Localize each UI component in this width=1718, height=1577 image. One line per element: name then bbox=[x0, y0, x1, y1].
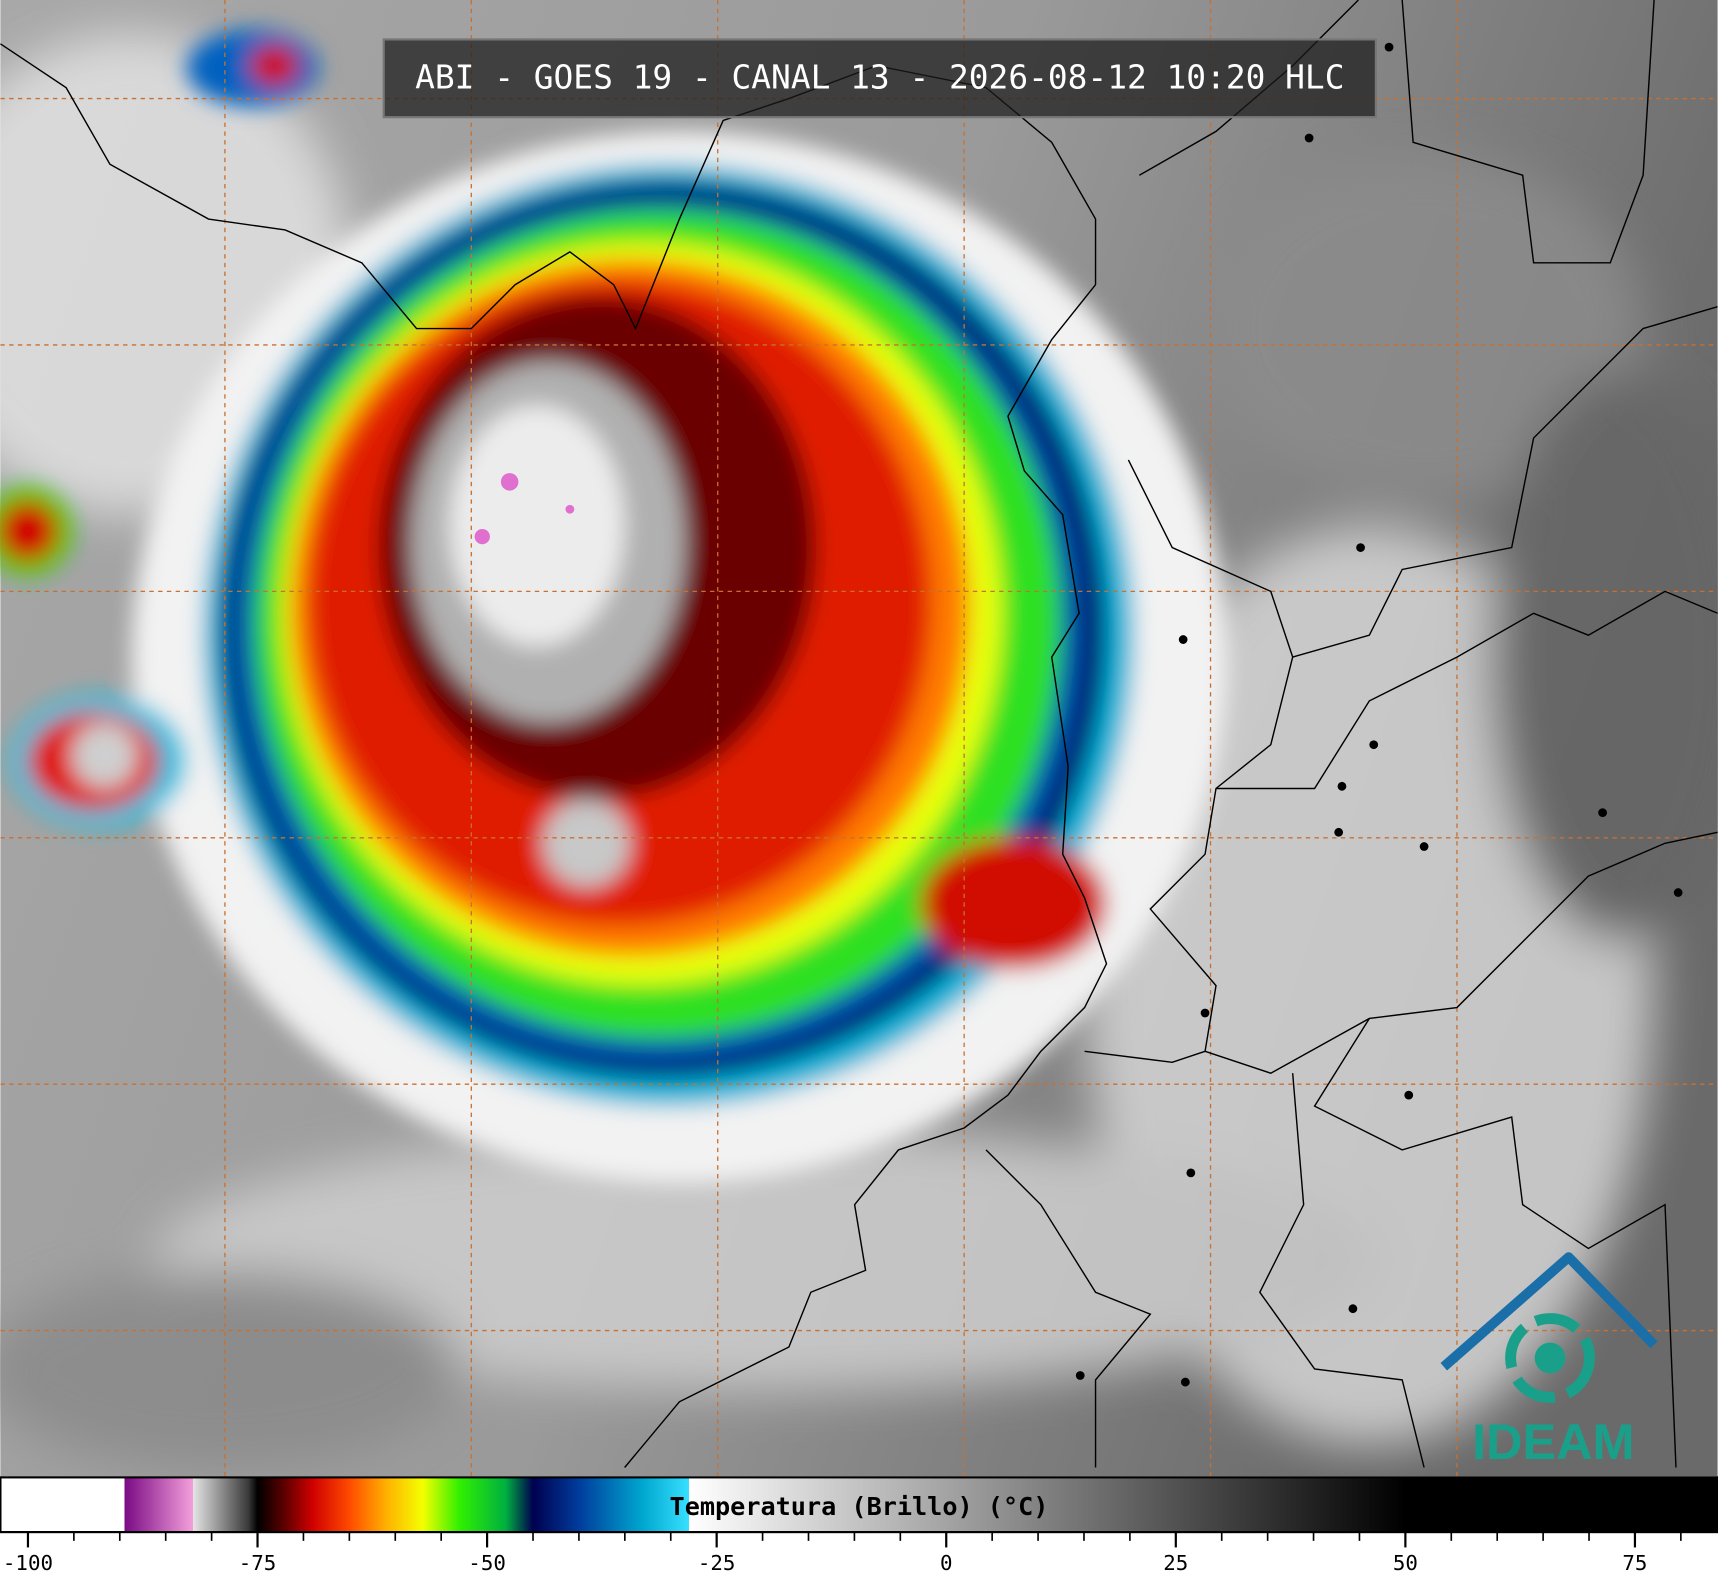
colorbar-tick-label: -50 bbox=[468, 1551, 506, 1575]
colorbar-label: Temperatura (Brillo) (°C) bbox=[670, 1492, 1049, 1521]
colorbar-tick-label: 0 bbox=[940, 1551, 953, 1575]
colorbar-tick-label: -100 bbox=[3, 1551, 53, 1575]
colorbar-tick-label: 25 bbox=[1163, 1551, 1188, 1575]
colorbar-tick-label: 50 bbox=[1393, 1551, 1418, 1575]
colorbar-tick-label: 75 bbox=[1622, 1551, 1647, 1575]
logo: IDEAM bbox=[1440, 1252, 1658, 1470]
title-box: ABI - GOES 19 - CANAL 13 - 2026-08-12 10… bbox=[382, 38, 1378, 119]
colorbar-gradient bbox=[0, 1476, 1718, 1534]
title: ABI - GOES 19 - CANAL 13 - 2026-08-12 10… bbox=[415, 58, 1344, 96]
colorbar-tick-label: -75 bbox=[239, 1551, 277, 1575]
satellite-image bbox=[0, 0, 1718, 1477]
logo-text: IDEAM bbox=[1472, 1413, 1634, 1470]
colorbar-tick-label: -25 bbox=[698, 1551, 736, 1575]
colorbar: Temperatura (Brillo) (°C) -100 -75 -50 -25 0 2… bbox=[0, 1476, 1718, 1577]
